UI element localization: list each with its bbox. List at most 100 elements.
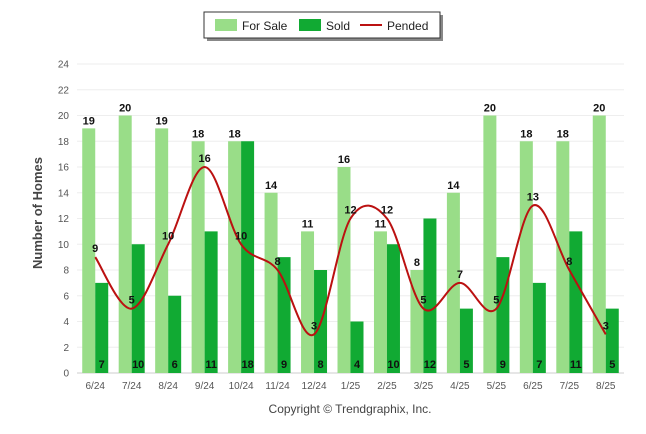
label-pended: 12 <box>344 205 356 217</box>
copyright-credit: Copyright © Trendgraphix, Inc. <box>269 402 432 416</box>
label-pended: 16 <box>199 153 211 165</box>
label-pended: 9 <box>92 243 98 255</box>
y-tick-label: 22 <box>58 85 70 96</box>
label-for-sale: 16 <box>338 154 350 166</box>
y-tick-label: 8 <box>63 266 69 277</box>
bar-sold-9/24 <box>204 231 218 373</box>
label-for-sale: 14 <box>265 180 278 192</box>
label-sold: 9 <box>500 359 506 371</box>
label-for-sale: 8 <box>414 257 420 269</box>
label-sold: 6 <box>172 359 178 371</box>
bar-for-sale-6/25 <box>519 141 533 373</box>
label-sold: 8 <box>317 359 323 371</box>
label-for-sale: 18 <box>192 128 204 140</box>
y-tick-label: 6 <box>63 291 69 302</box>
label-sold: 4 <box>354 359 361 371</box>
label-pended: 5 <box>420 295 426 307</box>
bar-for-sale-9/24 <box>191 141 205 373</box>
legend-box <box>203 11 441 39</box>
bar-for-sale-8/24 <box>155 128 169 373</box>
bar-for-sale-1/25 <box>337 167 351 373</box>
x-tick-label: 8/25 <box>596 381 616 392</box>
bars <box>82 115 619 373</box>
bar-sold-6/24 <box>95 282 109 373</box>
label-for-sale: 14 <box>447 180 460 192</box>
x-tick-label: 7/24 <box>122 381 142 392</box>
label-sold: 5 <box>463 359 469 371</box>
label-sold: 11 <box>570 359 582 371</box>
pended-line <box>94 165 607 337</box>
bar-sold-4/25 <box>459 308 473 373</box>
bar-sold-3/25 <box>423 218 437 373</box>
bar-for-sale-12/24 <box>301 231 315 373</box>
label-for-sale: 18 <box>228 128 240 140</box>
x-tick-label: 3/25 <box>414 381 434 392</box>
x-tick-label: 8/24 <box>158 381 178 392</box>
x-tick-label: 9/24 <box>195 381 215 392</box>
label-pended: 7 <box>457 269 463 281</box>
label-for-sale: 11 <box>302 218 314 230</box>
label-pended: 5 <box>129 295 135 307</box>
x-tick-label: 12/24 <box>302 381 327 392</box>
label-for-sale: 20 <box>484 103 496 115</box>
label-for-sale: 18 <box>557 128 569 140</box>
label-sold: 10 <box>132 359 144 371</box>
bar-for-sale-11/24 <box>264 192 278 373</box>
label-pended: 8 <box>275 256 281 268</box>
label-pended: 13 <box>527 192 539 204</box>
label-pended: 5 <box>493 295 499 307</box>
data-labels: 19 7 20 10 19 6 18 11 18 18 14 9 11 8 16 4 11 10 8 12 14 5 20 9… <box>83 103 616 372</box>
legend-swatch-for-sale <box>215 19 237 31</box>
bar-for-sale-2/25 <box>373 231 387 373</box>
label-sold: 12 <box>424 359 436 371</box>
y-tick-label: 12 <box>58 214 70 225</box>
x-tick-label: 11/24 <box>265 381 290 392</box>
y-tick-label: 0 <box>63 369 69 380</box>
x-tick-label: 5/25 <box>487 381 507 392</box>
bar-for-sale-3/25 <box>410 270 424 373</box>
x-tick-label: 1/25 <box>341 381 361 392</box>
x-tick-label: 10/24 <box>229 381 254 392</box>
bar-sold-11/24 <box>277 257 291 373</box>
label-for-sale: 19 <box>156 115 168 127</box>
label-for-sale: 19 <box>83 115 95 127</box>
label-sold: 10 <box>387 359 399 371</box>
legend-label-for-sale: For Sale <box>242 19 288 33</box>
label-for-sale: 20 <box>119 103 131 115</box>
bar-for-sale-7/24 <box>118 115 132 373</box>
label-for-sale: 20 <box>593 103 605 115</box>
x-tick-label: 7/25 <box>560 381 580 392</box>
y-tick-label: 16 <box>58 163 70 174</box>
bar-sold-6/25 <box>532 282 546 373</box>
legend: For Sale Sold Pended <box>203 11 443 41</box>
x-tick-label: 6/24 <box>85 381 105 392</box>
label-pended: 12 <box>381 205 393 217</box>
pended-line-layer <box>94 165 607 337</box>
y-tick-label: 20 <box>58 111 70 122</box>
bar-sold-2/25 <box>386 244 400 373</box>
y-tick-label: 10 <box>58 240 70 251</box>
label-sold: 7 <box>99 359 105 371</box>
legend-swatch-sold <box>299 19 321 31</box>
label-pended: 3 <box>311 320 317 332</box>
y-tick-label: 14 <box>58 188 70 199</box>
bar-for-sale-8/25 <box>592 115 606 373</box>
bar-sold-10/24 <box>241 141 255 373</box>
bar-for-sale-10/24 <box>228 141 242 373</box>
bar-for-sale-6/24 <box>82 128 96 373</box>
bar-sold-7/24 <box>131 244 145 373</box>
bar-sold-5/25 <box>496 257 510 373</box>
label-sold: 18 <box>241 359 253 371</box>
label-pended: 10 <box>162 230 174 242</box>
bar-for-sale-5/25 <box>483 115 497 373</box>
x-tick-labels: 6/24 7/24 8/24 9/24 10/24 11/24 12/24 1/25 2/25 3… <box>85 381 615 392</box>
legend-label-sold: Sold <box>326 19 350 33</box>
x-tick-label: 6/25 <box>523 381 543 392</box>
bar-sold-1/25 <box>350 321 364 373</box>
x-tick-label: 4/25 <box>450 381 470 392</box>
label-sold: 9 <box>281 359 287 371</box>
label-sold: 11 <box>205 359 217 371</box>
y-axis-title: Number of Homes <box>30 157 45 269</box>
